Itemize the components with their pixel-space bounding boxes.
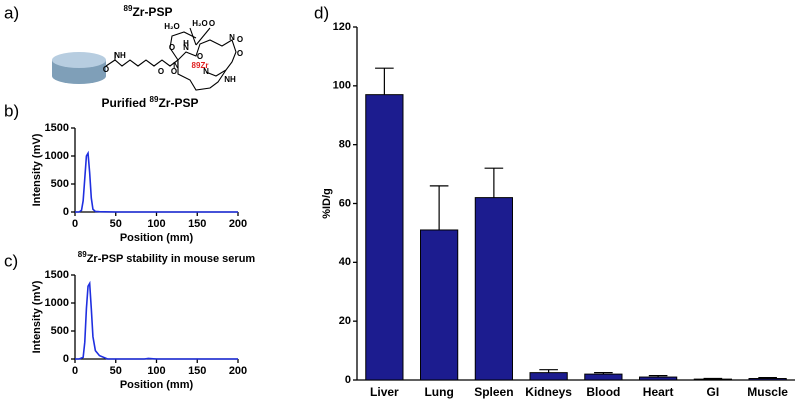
bar	[474, 197, 513, 381]
particle-bottom	[52, 68, 106, 84]
bar	[529, 372, 568, 381]
caption-text: Zr-PSP	[158, 96, 198, 110]
x-tick-label: 150	[188, 365, 206, 377]
y-tick-label: 1000	[45, 297, 69, 309]
y-tick-label: 0	[63, 353, 69, 365]
y-tick-label: 1000	[45, 150, 69, 162]
particle-top	[52, 52, 106, 68]
x-tick-label: 100	[147, 365, 165, 377]
x-tick-label: 0	[72, 365, 78, 377]
atom-label: O	[237, 49, 243, 58]
bonds	[105, 27, 237, 91]
atom-label: O	[169, 43, 175, 52]
atom-label: O	[103, 65, 109, 74]
x-tick-label: Muscle	[747, 385, 788, 399]
title-text: Zr-PSP stability in mouse serum	[87, 253, 256, 265]
atom-label: N	[203, 67, 209, 76]
x-axis-label: Position (mm)	[120, 232, 194, 244]
y-tick-label: 500	[51, 178, 69, 190]
y-axis-label: Intensity (mV)	[31, 133, 43, 206]
x-tick-label: Heart	[643, 385, 674, 399]
y-tick-label: 0	[63, 206, 69, 218]
atom-label: H	[183, 39, 189, 48]
x-tick-label: 100	[147, 218, 165, 230]
title-text: Zr-PSP	[132, 5, 172, 19]
atom-label: NH	[224, 75, 236, 84]
x-tick-label: 50	[110, 365, 122, 377]
atom-label: 89Zr	[192, 61, 209, 70]
y-tick-label: 100	[333, 80, 351, 92]
atom-label: H₂O	[164, 22, 180, 31]
line-series	[75, 150, 238, 213]
arm	[169, 31, 197, 61]
bar	[365, 94, 404, 381]
x-tick-label: Spleen	[474, 385, 513, 399]
bar	[420, 229, 459, 381]
bar	[639, 376, 678, 381]
panel-label: b)	[4, 101, 19, 120]
y-tick-label: 120	[333, 21, 351, 33]
ring	[177, 39, 237, 77]
linker	[105, 59, 179, 67]
atom-label: O	[158, 67, 164, 76]
bond	[189, 27, 197, 46]
atom-label: O	[171, 67, 177, 76]
y-axis-label: Intensity (mV)	[31, 280, 43, 353]
superscript: 89	[78, 250, 87, 259]
panel-label: d)	[314, 3, 329, 22]
x-tick-label: Blood	[586, 385, 620, 399]
caption-text: Purified	[102, 96, 150, 110]
x-tick-label: 200	[229, 365, 247, 377]
y-tick-label: 60	[339, 197, 351, 209]
x-tick-label: GI	[707, 385, 720, 399]
y-tick-label: 0	[345, 374, 351, 386]
bar	[584, 373, 623, 381]
error-bar	[484, 167, 504, 198]
x-tick-label: 200	[229, 218, 247, 230]
atom-label: N	[173, 61, 179, 70]
x-tick-label: Liver	[370, 385, 399, 399]
chart-title: 89Zr-PSP stability in mouse serum	[78, 250, 256, 265]
x-tick-label: Lung	[424, 385, 453, 399]
atom-label: O	[237, 35, 243, 44]
atom-label: H₂O	[192, 19, 208, 28]
x-tick-label: 50	[110, 218, 122, 230]
x-tick-label: 0	[72, 218, 78, 230]
error-bar	[429, 185, 449, 230]
ring	[177, 60, 227, 91]
particle	[52, 52, 106, 84]
x-tick-label: Kidneys	[525, 385, 572, 399]
y-tick-label: 80	[339, 139, 351, 151]
atom-label: O	[197, 52, 203, 61]
x-axis-label: Position (mm)	[120, 379, 194, 391]
structure-caption: Purified 89Zr-PSP	[102, 95, 199, 110]
y-tick-label: 1500	[45, 122, 69, 134]
atom-label: N	[183, 43, 189, 52]
y-tick-label: 20	[339, 315, 351, 327]
y-axis-label: %ID/g	[321, 188, 333, 219]
panel-label: c)	[4, 251, 18, 270]
y-tick-label: 40	[339, 256, 351, 268]
error-bar	[375, 67, 394, 95]
bar	[748, 378, 787, 381]
atom-label: O	[209, 19, 215, 28]
y-tick-label: 500	[51, 325, 69, 337]
x-tick-label: 150	[188, 218, 206, 230]
atom-label: N	[229, 33, 235, 42]
structure-title: 89Zr-PSP	[124, 4, 173, 19]
bar	[693, 378, 732, 381]
panel-label: a)	[4, 3, 19, 22]
superscript: 89	[150, 95, 159, 104]
y-tick-label: 1500	[45, 269, 69, 281]
bond	[195, 27, 211, 46]
line-series	[75, 280, 238, 360]
atom-label: NH	[114, 51, 126, 60]
superscript: 89	[124, 4, 133, 13]
